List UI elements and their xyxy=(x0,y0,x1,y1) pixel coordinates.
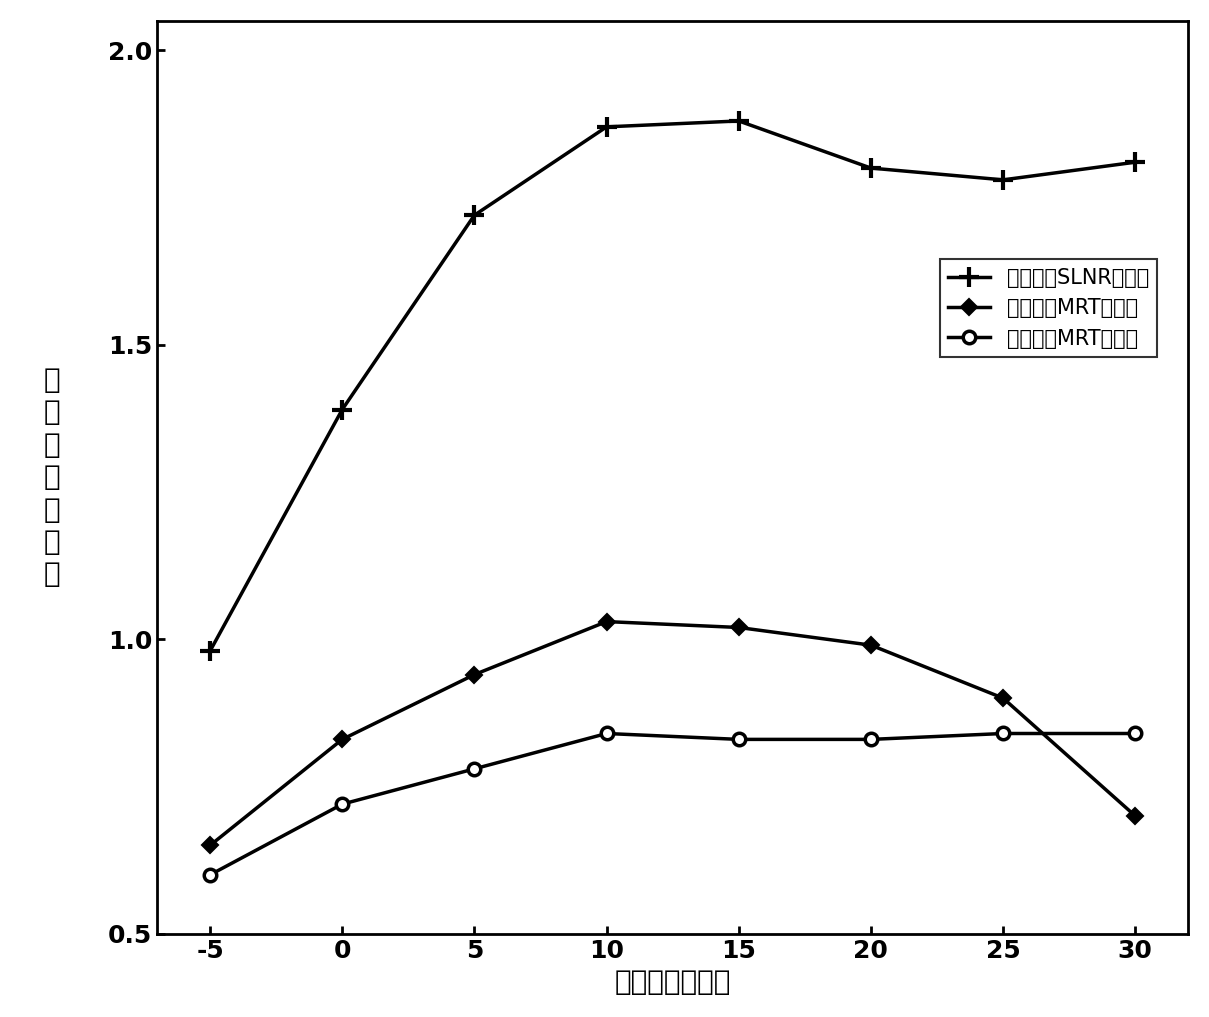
导频对齐MRT预编码 xyxy=(600,727,614,739)
Line: 导频时移SLNR预编码: 导频时移SLNR预编码 xyxy=(201,111,1145,661)
导频时移MRT预编码 xyxy=(600,615,614,627)
导频对齐MRT预编码 xyxy=(731,733,746,745)
导频对齐MRT预编码 xyxy=(863,733,878,745)
导频时移SLNR预编码 xyxy=(996,174,1011,186)
导频时移MRT预编码 xyxy=(203,839,218,851)
导频时移MRT预编码 xyxy=(467,668,481,680)
导频时移SLNR预编码 xyxy=(203,645,218,657)
Line: 导频时移MRT预编码: 导频时移MRT预编码 xyxy=(204,616,1141,851)
导频时移SLNR预编码 xyxy=(467,210,481,222)
导频对齐MRT预编码 xyxy=(335,798,349,811)
导频时移MRT预编码 xyxy=(335,733,349,745)
导频时移MRT预编码 xyxy=(996,692,1011,704)
导频时移SLNR预编码 xyxy=(1128,156,1143,168)
导频时移SLNR预编码 xyxy=(600,121,614,133)
导频时移MRT预编码 xyxy=(863,639,878,651)
Y-axis label: 平
均
每
用
户
容
量: 平 均 每 用 户 容 量 xyxy=(44,366,60,589)
导频时移MRT预编码 xyxy=(1128,810,1143,822)
X-axis label: 下行数据信噪比: 下行数据信噪比 xyxy=(614,968,731,997)
导频时移SLNR预编码 xyxy=(863,162,878,174)
导频对齐MRT预编码 xyxy=(996,727,1011,739)
导频对齐MRT预编码 xyxy=(203,869,218,881)
导频对齐MRT预编码 xyxy=(467,763,481,775)
导频时移SLNR预编码 xyxy=(335,404,349,416)
Line: 导频对齐MRT预编码: 导频对齐MRT预编码 xyxy=(204,727,1141,881)
导频对齐MRT预编码 xyxy=(1128,727,1143,739)
导频时移SLNR预编码 xyxy=(731,115,746,127)
导频时移MRT预编码 xyxy=(731,621,746,634)
Legend: 导频时移SLNR预编码, 导频时移MRT预编码, 导频对齐MRT预编码: 导频时移SLNR预编码, 导频时移MRT预编码, 导频对齐MRT预编码 xyxy=(939,259,1157,357)
